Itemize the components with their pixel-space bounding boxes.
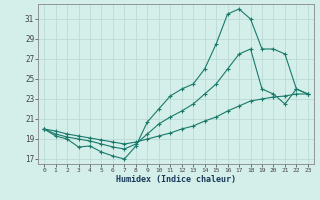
- X-axis label: Humidex (Indice chaleur): Humidex (Indice chaleur): [116, 175, 236, 184]
